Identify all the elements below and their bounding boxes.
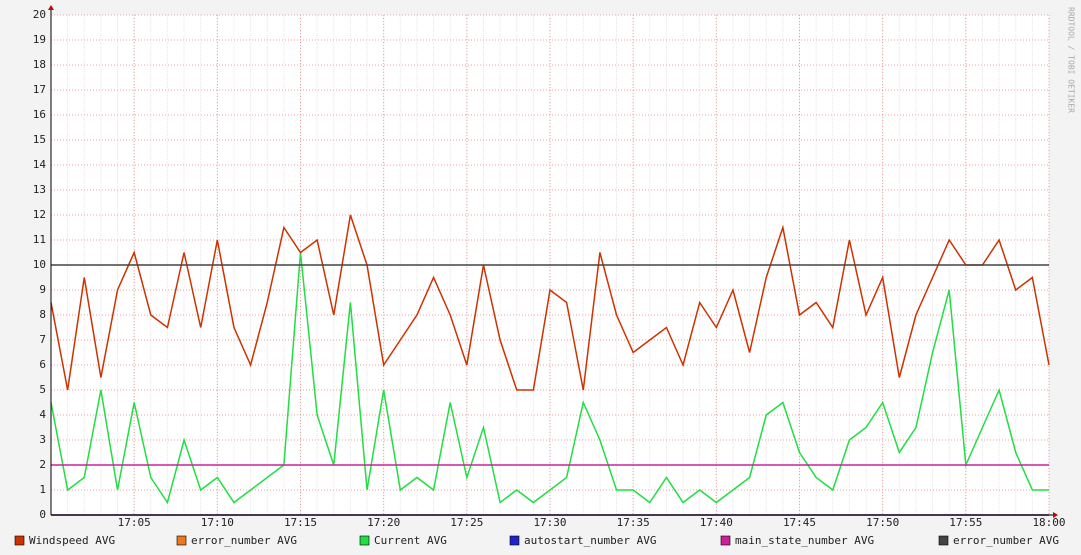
legend-swatch bbox=[14, 535, 25, 546]
legend-label: main_state_number AVG bbox=[735, 534, 874, 547]
legend-label: Windspeed AVG bbox=[29, 534, 115, 547]
legend-swatch bbox=[509, 535, 520, 546]
y-tick-label: 0 bbox=[39, 508, 46, 521]
series-line bbox=[50, 214, 1050, 391]
x-tick-label: 17:45 bbox=[783, 516, 816, 529]
legend-label: Current AVG bbox=[374, 534, 447, 547]
x-tick-label: 17:35 bbox=[617, 516, 650, 529]
y-tick-label: 11 bbox=[33, 233, 46, 246]
y-tick-label: 14 bbox=[33, 158, 47, 171]
x-tick-label: 18:00 bbox=[1032, 516, 1065, 529]
y-tick-label: 2 bbox=[39, 458, 46, 471]
watermark: RRDTOOL / TOBI OETIKER bbox=[1067, 7, 1076, 113]
series-line bbox=[50, 252, 1049, 505]
x-tick-label: 17:55 bbox=[949, 516, 982, 529]
y-tick-label: 16 bbox=[33, 108, 46, 121]
y-tick-label: 17 bbox=[33, 83, 46, 96]
x-tick-label: 17:10 bbox=[201, 516, 234, 529]
y-tick-label: 6 bbox=[39, 358, 46, 371]
legend-label: autostart_number AVG bbox=[524, 534, 656, 547]
y-tick-label: 13 bbox=[33, 183, 46, 196]
y-tick-label: 4 bbox=[39, 408, 46, 421]
y-tick-label: 18 bbox=[33, 58, 46, 71]
y-tick-label: 20 bbox=[33, 8, 46, 21]
y-tick-label: 1 bbox=[39, 483, 46, 496]
y-tick-label: 8 bbox=[39, 308, 46, 321]
axis-arrow bbox=[1053, 512, 1058, 518]
legend-label: error_number AVG bbox=[953, 534, 1059, 547]
y-tick-label: 3 bbox=[39, 433, 46, 446]
x-tick-label: 17:20 bbox=[367, 516, 400, 529]
legend-swatch bbox=[359, 535, 370, 546]
legend-swatch bbox=[176, 535, 187, 546]
y-tick-label: 12 bbox=[33, 208, 46, 221]
legend-label: error_number AVG bbox=[191, 534, 297, 547]
y-tick-label: 9 bbox=[39, 283, 46, 296]
x-tick-label: 17:15 bbox=[284, 516, 317, 529]
x-tick-label: 17:05 bbox=[118, 516, 151, 529]
axis-arrow bbox=[48, 5, 54, 10]
x-tick-label: 17:50 bbox=[866, 516, 899, 529]
legend-swatch bbox=[938, 535, 949, 546]
y-tick-label: 15 bbox=[33, 133, 46, 146]
legend-swatch bbox=[720, 535, 731, 546]
x-tick-label: 17:30 bbox=[533, 516, 566, 529]
y-tick-label: 7 bbox=[39, 333, 46, 346]
y-tick-label: 10 bbox=[33, 258, 46, 271]
y-tick-label: 19 bbox=[33, 33, 46, 46]
x-tick-label: 17:25 bbox=[450, 516, 483, 529]
x-tick-label: 17:40 bbox=[700, 516, 733, 529]
y-tick-label: 5 bbox=[39, 383, 46, 396]
